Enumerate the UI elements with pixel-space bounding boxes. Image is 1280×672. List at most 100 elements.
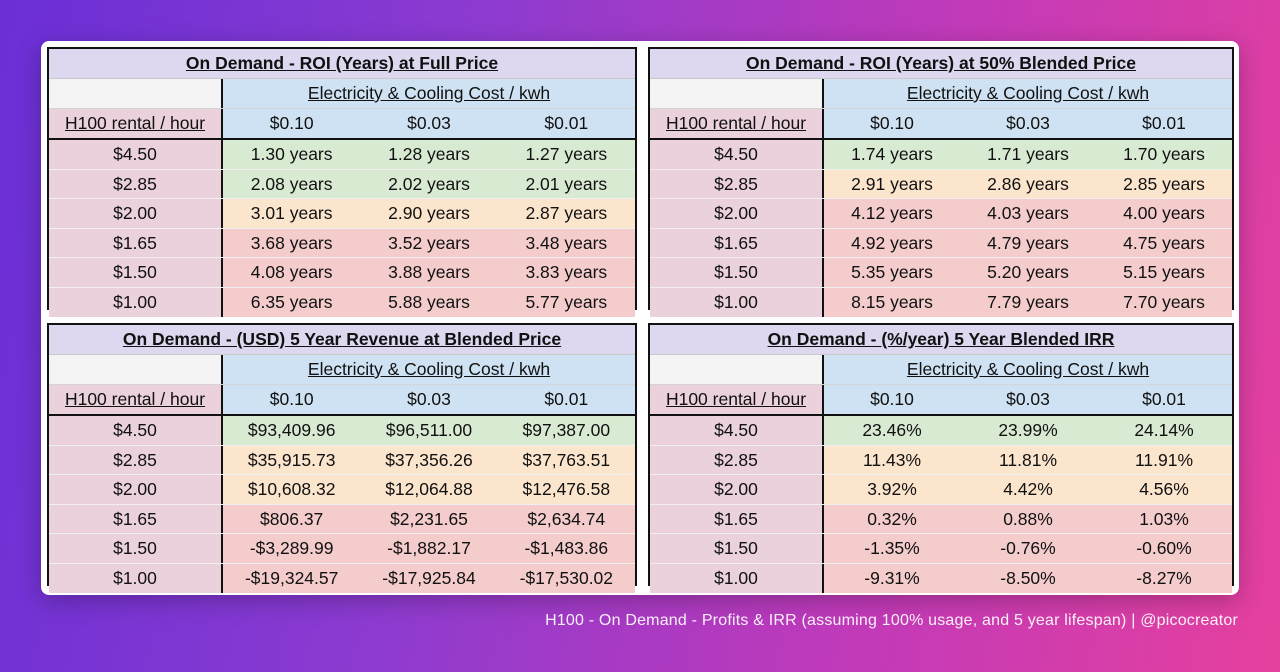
table-cell: -$19,324.57 [244,567,339,588]
table-cell: $96,511.00 [385,420,473,440]
row-label: $4.50 [650,416,824,445]
column-header: $0.10 [870,389,914,409]
row-cells: 4.12 years 4.03 years 4.00 years [824,199,1232,228]
table-cell: 1.74 years [851,144,933,164]
table-cell: 1.70 years [1123,144,1205,164]
header-row-group: Electricity & Cooling Cost / kwh [49,79,635,109]
table-row: $4.50 1.30 years 1.28 years 1.27 years [49,140,635,170]
table-cell: 4.56% [1139,479,1189,500]
table-cell: 11.81% [998,449,1058,470]
table-cell: 11.43% [862,449,922,470]
table-cell: 4.75 years [1123,232,1205,253]
column-header: $0.03 [1006,389,1050,409]
table-cell: 3.68 years [250,232,333,253]
table-row: $1.65 0.32% 0.88% 1.03% [650,504,1232,535]
row-cells: -9.31% -8.50% -8.27% [824,563,1232,593]
table-cell: 2.90 years [388,203,470,224]
table-row: $4.50 23.46% 23.99% 24.14% [650,416,1232,446]
table-cell: 4.00 years [1123,203,1205,224]
table-cell: -0.76% [1000,538,1056,559]
table-cell: 8.15 years [851,291,933,312]
column-header: $0.10 [269,113,314,133]
table-row: $2.00 3.92% 4.42% 4.56% [650,475,1232,505]
header-corner [49,79,223,108]
row-label: $2.85 [650,445,824,475]
row-label: $1.50 [650,258,824,287]
row-label: $2.00 [650,475,824,504]
table-cell: 2.87 years [525,203,608,224]
table-row: $2.85 2.91 years 2.86 years 2.85 years [650,169,1232,200]
table-cell: -0.60% [1136,538,1192,559]
table-cell: 7.70 years [1123,291,1205,312]
table-row: $2.00 $10,608.32 $12,064.88 $12,476.58 [49,475,635,505]
column-group-label: Electricity & Cooling Cost / kwh [824,79,1232,108]
header-row-group: Electricity & Cooling Cost / kwh [49,355,635,385]
row-cells: 23.46% 23.99% 24.14% [824,416,1232,445]
table-cell: 4.08 years [250,262,333,283]
row-cells: 6.35 years 5.88 years 5.77 years [223,287,635,317]
table-cell: 1.03% [1139,508,1189,529]
table-cell: 11.91% [1134,449,1194,470]
column-header: $0.01 [1142,389,1186,409]
table-row: $1.50 5.35 years 5.20 years 5.15 years [650,258,1232,288]
table-cell: 0.32% [867,508,917,529]
table-cell: 2.91 years [851,173,933,194]
table-cell: 4.92 years [851,232,933,253]
header-row-columns: H100 rental / hour $0.10 $0.03 $0.01 [49,109,635,140]
table-cell: -$17,925.84 [382,567,476,588]
row-label: $1.50 [49,534,223,563]
row-cells: 3.92% 4.42% 4.56% [824,475,1232,504]
table-cell: 4.79 years [987,232,1069,253]
table-row: $4.50 $93,409.96 $96,511.00 $97,387.00 [49,416,635,446]
row-label: $2.00 [49,475,223,504]
row-label: $4.50 [49,416,223,445]
table-cell: $12,064.88 [385,479,473,500]
table-cell: 24.14% [1134,420,1194,440]
table-row: $1.00 -$19,324.57 -$17,925.84 -$17,530.02 [49,563,635,593]
column-header: $0.10 [870,113,914,133]
table-cell: 3.83 years [525,262,608,283]
column-group-label: Electricity & Cooling Cost / kwh [223,79,635,108]
table-row: $1.65 4.92 years 4.79 years 4.75 years [650,228,1232,259]
row-label: $4.50 [650,140,824,169]
table-cell: 6.35 years [250,291,333,312]
column-header: $0.03 [407,389,451,409]
row-label: $1.00 [49,563,223,593]
row-label: $2.85 [49,445,223,475]
table-cell: 7.79 years [987,291,1069,312]
column-headers: $0.10 $0.03 $0.01 [824,109,1232,138]
row-cells: 0.32% 0.88% 1.03% [824,504,1232,534]
row-cells: 3.01 years 2.90 years 2.87 years [223,199,635,228]
row-label: $1.65 [49,504,223,534]
table-cell: 1.28 years [388,144,470,164]
row-header-label: H100 rental / hour [49,109,223,138]
header-row-group: Electricity & Cooling Cost / kwh [650,79,1232,109]
table-panel: On Demand - ROI (Years) at 50% Blended P… [648,47,1234,317]
table-cell: -$3,289.99 [249,538,334,559]
table-cell: -$17,530.02 [519,567,614,588]
table-row: $1.50 -$3,289.99 -$1,882.17 -$1,483.86 [49,534,635,564]
row-cells: -$3,289.99 -$1,882.17 -$1,483.86 [223,534,635,563]
column-header: $0.03 [407,113,451,133]
row-cells: $10,608.32 $12,064.88 $12,476.58 [223,475,635,504]
panel-title: On Demand - (USD) 5 Year Revenue at Blen… [49,325,635,355]
table-row: $1.50 4.08 years 3.88 years 3.83 years [49,258,635,288]
table-cell: 1.30 years [250,144,333,164]
column-group-label: Electricity & Cooling Cost / kwh [223,355,635,384]
table-cell: $37,763.51 [522,449,611,470]
row-cells: 8.15 years 7.79 years 7.70 years [824,287,1232,317]
table-row: $4.50 1.74 years 1.71 years 1.70 years [650,140,1232,170]
column-headers: $0.10 $0.03 $0.01 [824,385,1232,414]
table-cell: -9.31% [864,567,920,588]
caption: H100 - On Demand - Profits & IRR (assumi… [545,612,1238,629]
table-cell: -$1,483.86 [524,538,609,559]
header-row-columns: H100 rental / hour $0.10 $0.03 $0.01 [49,385,635,416]
table-row: $1.50 -1.35% -0.76% -0.60% [650,534,1232,564]
table-cell: 1.71 years [987,144,1069,164]
column-headers: $0.10 $0.03 $0.01 [223,109,635,138]
table-panel: On Demand - (%/year) 5 Year Blended IRR … [648,323,1234,593]
header-row-columns: H100 rental / hour $0.10 $0.03 $0.01 [650,385,1232,416]
row-cells: 2.08 years 2.02 years 2.01 years [223,169,635,199]
table-cell: 3.48 years [525,232,608,253]
row-cells: 5.35 years 5.20 years 5.15 years [824,258,1232,287]
